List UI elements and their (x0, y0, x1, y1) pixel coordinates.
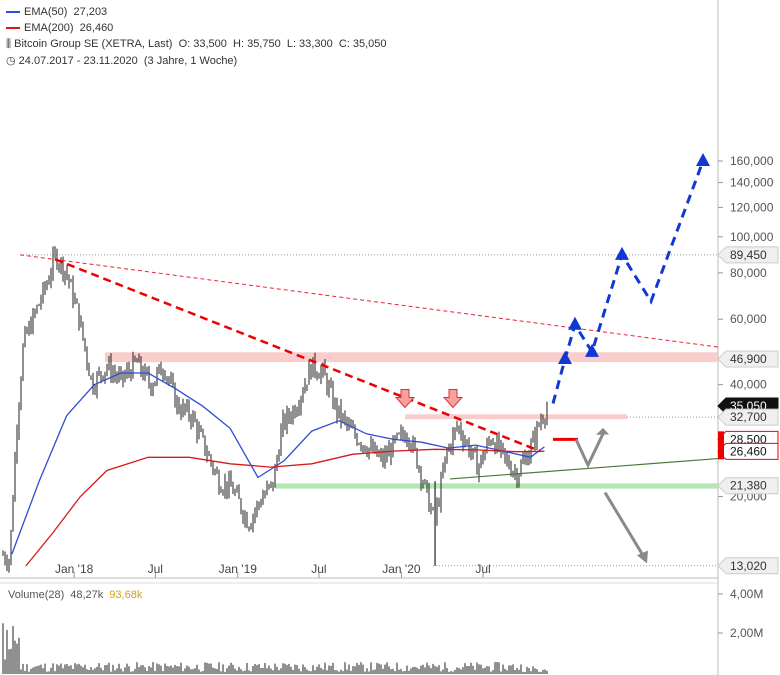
forecast-arrow-icon (696, 153, 710, 166)
x-tick-label: Jan '18 (55, 562, 94, 576)
forecast-path (551, 160, 705, 404)
level-label: 89,450 (717, 246, 779, 264)
range-note: (3 Jahre, 1 Woche) (143, 55, 238, 67)
date-range: 24.07.2017 - 23.11.2020 (18, 55, 138, 67)
volume-label: Volume(28) 48,27k 93,68k (8, 589, 143, 601)
level-label-box (717, 442, 779, 460)
y-tick-label: 40,000 (730, 378, 767, 392)
scenario-arrow-down (603, 491, 647, 560)
ema50-value: 27,203 (73, 6, 108, 18)
ema200-label: EMA(200) (24, 22, 74, 34)
ema50-line (11, 372, 545, 555)
level-label-marker (718, 443, 724, 460)
y-tick-label: 140,000 (730, 176, 774, 190)
downtrend-line (54, 258, 541, 453)
level-label-text: 21,380 (730, 479, 767, 493)
level-label: 26,460 (717, 442, 779, 460)
level-label: 21,380 (717, 477, 779, 495)
forecast-arrow-icon (568, 316, 582, 330)
volume-tick-label: 4,00M (730, 587, 763, 601)
ema50-label: EMA(50) (24, 6, 68, 18)
level-label-box (717, 350, 779, 368)
long-trendline (19, 254, 719, 348)
y-tick-label: 160,000 (730, 154, 774, 168)
scenario-arrow-up (574, 433, 605, 469)
y-tick-label: 100,000 (730, 230, 774, 244)
level-label-text: 32,700 (730, 410, 767, 424)
arrow-head-icon (596, 427, 609, 435)
legend-instrument: ⫼ Bitcoin Group SE (XETRA, Last) O: 33,5… (6, 38, 387, 51)
ema200-line (25, 448, 545, 567)
level-label-box (717, 557, 779, 575)
level-label: 32,700 (717, 408, 779, 426)
level-label-box (717, 477, 779, 495)
level-label-marker (718, 431, 724, 448)
x-tick-label: Jan '20 (382, 562, 421, 576)
legend-ema200: EMA(200) 26,460 (6, 22, 113, 34)
legend-range: ◷ 24.07.2017 - 23.11.2020 (3 Jahre, 1 Wo… (6, 54, 237, 67)
x-tick-label: Jul (148, 562, 163, 576)
y-tick-label: 60,000 (730, 312, 767, 326)
level-label-text: 46,900 (730, 352, 767, 366)
support-zone (275, 483, 718, 489)
down-arrow-icon (442, 388, 464, 409)
volume-title: Volume(28) (8, 589, 64, 601)
legend-ema50: EMA(50) 27,203 (6, 6, 107, 18)
x-tick-label: Jul (475, 562, 490, 576)
resistance-zone-small (405, 414, 627, 420)
volume-value-2: 93,68k (109, 589, 143, 601)
clock-icon: ◷ (6, 55, 16, 67)
down-arrow-icon (394, 388, 416, 409)
level-label-text: 26,460 (730, 444, 767, 458)
ema200-value: 26,460 (79, 22, 114, 34)
forecast-arrow-icon (558, 350, 572, 364)
y-tick-label: 80,000 (730, 266, 767, 280)
volume-value-1: 48,27k (70, 589, 104, 601)
y-tick-label: 120,000 (730, 200, 774, 214)
level-label-box (717, 246, 779, 264)
level-label-text: 13,020 (730, 559, 767, 573)
ema50-swatch (6, 11, 20, 14)
level-label-box (717, 408, 779, 426)
bars-icon: ⫼ (6, 38, 12, 50)
ohlc-values: O: 33,500 H: 35,750 L: 33,300 C: 35,050 (178, 38, 387, 50)
volume-tick-label: 2,00M (730, 626, 763, 640)
resistance-zone (105, 352, 718, 363)
support-trendline (449, 457, 719, 480)
x-tick-label: Jul (311, 562, 326, 576)
arrow-head-icon (637, 550, 648, 564)
level-label-text: 89,450 (730, 248, 767, 262)
level-label: 46,900 (717, 350, 779, 368)
instrument-title: Bitcoin Group SE (XETRA, Last) (14, 38, 173, 50)
forecast-arrow-icon (585, 343, 599, 357)
level-label: 13,020 (717, 557, 779, 575)
ema200-swatch (6, 27, 20, 30)
forecast-arrow-icon (615, 246, 629, 260)
x-tick-label: Jan '19 (219, 562, 258, 576)
